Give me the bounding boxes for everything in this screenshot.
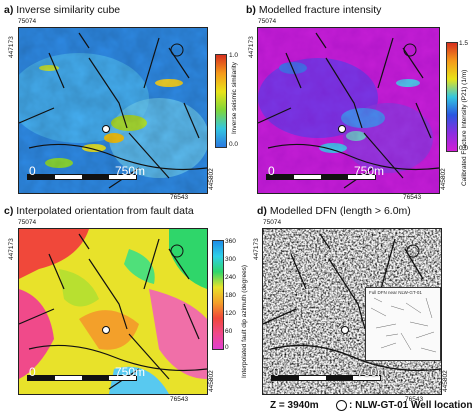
- panel-d-coord-left: 447173: [253, 238, 260, 260]
- panel-a-colorbar-label: Inverse seismic similarity: [231, 62, 238, 134]
- panel-c-colorbar-tick-1: 300: [225, 256, 236, 263]
- panel-b-coord-bottom: 76543: [403, 194, 422, 201]
- panel-c-coord-top: 75074: [18, 219, 37, 226]
- panel-d-inset: Full DFN near NLW-GT-01: [365, 287, 441, 361]
- panel-c-colorbar-tick-2: 240: [225, 274, 236, 281]
- panel-d-coord-top: 75074: [263, 219, 282, 226]
- panel-a-map: 0 750m: [18, 27, 208, 194]
- well-location-legend: : NLW-GT-01 Well location: [349, 400, 473, 411]
- depth-label: Z = 3940m: [270, 400, 319, 411]
- panel-b-coord-right: 445802: [440, 168, 447, 190]
- panel-a-colorbar-min: 0.0: [229, 141, 239, 148]
- panel-c-colorbar-tick-3: 180: [225, 292, 236, 299]
- panel-c-colorbar-tick-4: 120: [225, 310, 236, 317]
- panel-b-coord-top: 75074: [258, 18, 277, 25]
- panel-c-colorbar-tick-5: 60: [225, 328, 233, 335]
- panel-b-colorbar-min: 0.0: [459, 145, 469, 152]
- panel-b-colorbar-max: 1.5: [459, 40, 469, 47]
- panel-b-coord-left: 447173: [248, 36, 255, 58]
- panel-c-coord-bottom: 76543: [170, 396, 189, 403]
- panel-c-colorbar-label: Interpolated fault dip azimuth (degrees): [241, 264, 248, 378]
- panel-a-coord-left: 447173: [8, 36, 15, 58]
- panel-c-coord-left: 447173: [8, 238, 15, 260]
- panel-c-title: c) Interpolated orientation from fault d…: [4, 205, 194, 217]
- panel-d-map: Full DFN near NLW-GT-01 0 750m: [262, 228, 442, 395]
- panel-b-title: b) Modelled fracture intensity: [246, 4, 382, 16]
- panel-b-map: 0 750m: [257, 27, 440, 194]
- panel-c-coord-right: 445802: [208, 370, 215, 392]
- panel-a-coord-top: 75074: [18, 18, 37, 25]
- panel-c-colorbar-tick-6: 0: [225, 344, 229, 351]
- panel-c-colorbar-tick-0: 360: [225, 238, 236, 245]
- panel-c-map: 0 750m: [18, 228, 208, 395]
- panel-d-coord-right: 445802: [442, 370, 449, 392]
- panel-d-coord-bottom: 76543: [405, 396, 424, 403]
- panel-a-colorbar: [215, 54, 227, 148]
- panel-d-title: d) Modelled DFN (length > 6.0m): [257, 205, 411, 217]
- panel-c-colorbar: [212, 240, 224, 350]
- panel-d-inset-label: Full DFN near NLW-GT-01: [369, 290, 422, 295]
- panel-b-colorbar-label: Calibrated Fracture Intensity (P21) (1/m…: [461, 69, 468, 186]
- panel-a-coord-bottom: 76543: [170, 194, 189, 201]
- panel-b-colorbar: [446, 42, 458, 152]
- panel-a-colorbar-max: 1.0: [229, 52, 239, 59]
- panel-a-title: a) Inverse similarity cube: [4, 4, 121, 16]
- panel-a-coord-right: 445802: [208, 168, 215, 190]
- well-location-icon: [336, 400, 347, 411]
